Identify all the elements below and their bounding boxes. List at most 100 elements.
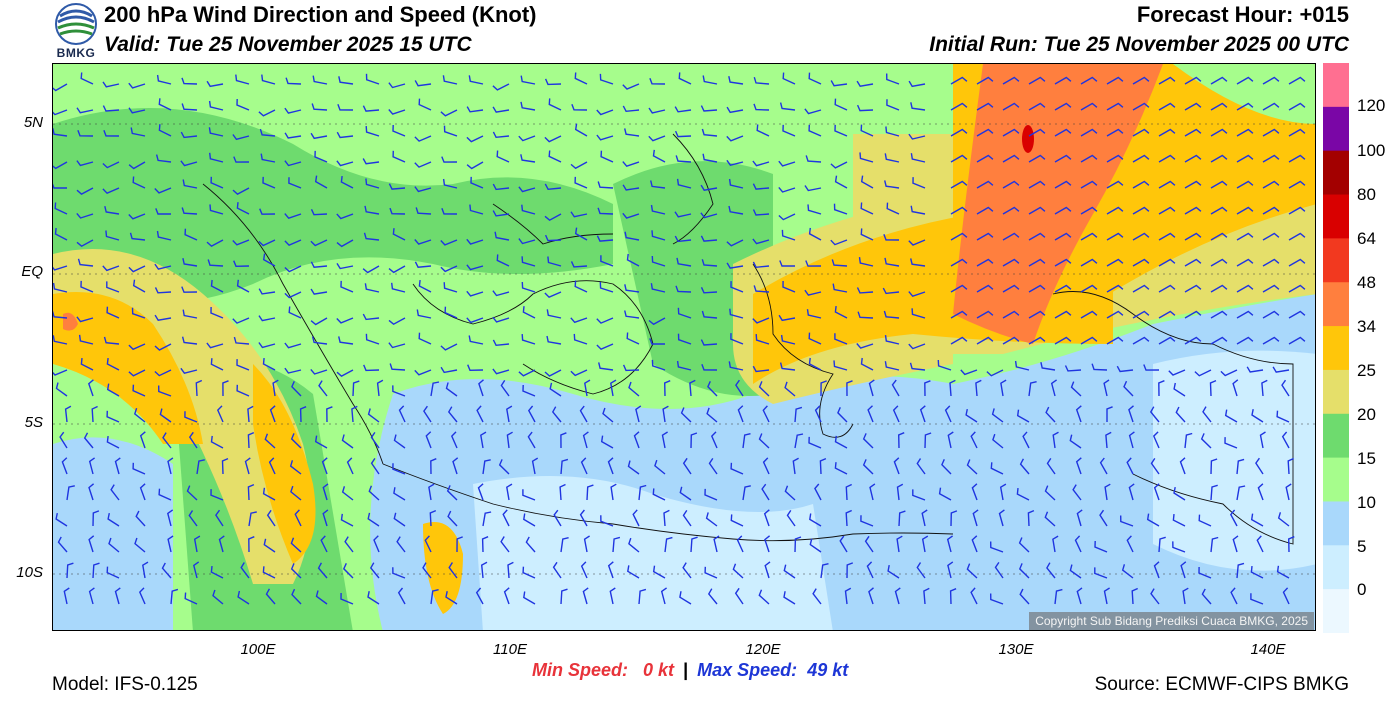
wind-barb bbox=[652, 149, 666, 163]
wind-barb bbox=[1075, 405, 1082, 423]
wind-barb bbox=[135, 510, 146, 527]
wind-barb bbox=[753, 76, 770, 85]
wind-barb bbox=[480, 561, 488, 579]
wind-barb bbox=[552, 561, 562, 579]
wind-barb bbox=[53, 128, 68, 137]
wind-barb bbox=[1052, 431, 1059, 449]
wind-barb bbox=[1184, 154, 1202, 163]
wind-barb bbox=[1080, 154, 1098, 163]
wind-barb bbox=[544, 291, 562, 299]
wind-barb bbox=[351, 405, 358, 423]
colorbar-swatch bbox=[1323, 413, 1349, 459]
wind-barb bbox=[1126, 457, 1134, 475]
wind-barb bbox=[1052, 535, 1059, 553]
wind-barb bbox=[649, 77, 666, 85]
wind-barb bbox=[908, 291, 926, 298]
wind-barb bbox=[64, 405, 72, 423]
wind-barb bbox=[856, 287, 874, 294]
wind-barb bbox=[820, 380, 827, 397]
wind-barb bbox=[1210, 484, 1218, 501]
wind-barb bbox=[1262, 284, 1280, 293]
wind-barb bbox=[710, 431, 718, 449]
wind-barb bbox=[506, 483, 513, 501]
wind-barb bbox=[299, 406, 307, 423]
wind-barb bbox=[949, 379, 956, 397]
wind-barb bbox=[322, 509, 329, 527]
wind-barb bbox=[1236, 154, 1254, 163]
wind-barb bbox=[1106, 102, 1124, 111]
wind-barb bbox=[1106, 310, 1124, 319]
wind-barb bbox=[291, 381, 302, 397]
wind-barb bbox=[886, 73, 900, 85]
wind-barb bbox=[258, 109, 276, 117]
colorbar-label: 64 bbox=[1357, 229, 1376, 248]
wind-barb bbox=[370, 458, 380, 475]
colorbar-label: 20 bbox=[1357, 405, 1376, 424]
wind-barb bbox=[158, 385, 172, 397]
wind-barb bbox=[891, 379, 900, 397]
wind-barb bbox=[1158, 380, 1165, 397]
wind-barb bbox=[570, 161, 588, 170]
wind-barb bbox=[857, 311, 874, 319]
wind-barb bbox=[212, 589, 224, 605]
wind-barb bbox=[209, 152, 224, 163]
wind-barb bbox=[1120, 515, 1134, 527]
wind-barb bbox=[599, 281, 614, 293]
colorbar-swatch bbox=[1323, 545, 1349, 590]
wind-barb bbox=[570, 369, 588, 377]
wind-barb bbox=[860, 228, 874, 241]
wind-barb bbox=[950, 258, 968, 267]
wind-barb bbox=[288, 306, 302, 319]
wind-barb bbox=[1236, 485, 1246, 501]
wind-barb bbox=[138, 587, 146, 605]
wind-barb bbox=[182, 258, 198, 267]
wind-barb bbox=[651, 359, 666, 371]
wind-barb bbox=[310, 132, 328, 140]
wind-barb bbox=[544, 369, 562, 377]
wind-barb bbox=[1104, 483, 1111, 501]
wind-barb bbox=[596, 317, 614, 324]
wind-barb bbox=[232, 187, 250, 195]
wind-barb bbox=[466, 317, 484, 324]
wind-barb bbox=[808, 357, 822, 371]
wind-barb bbox=[1128, 405, 1134, 423]
wind-barb bbox=[311, 336, 328, 345]
wind-barb bbox=[742, 485, 751, 501]
wind-barb bbox=[728, 361, 744, 371]
wind-barb bbox=[106, 306, 120, 319]
wind-barb bbox=[778, 160, 796, 167]
wind-barb bbox=[188, 510, 198, 527]
wind-barb bbox=[1080, 258, 1098, 267]
wind-barb bbox=[651, 230, 666, 241]
wind-barb bbox=[794, 433, 804, 449]
wind-barb bbox=[1184, 284, 1202, 293]
wind-barb bbox=[705, 512, 718, 527]
wind-barb bbox=[1158, 180, 1176, 189]
wind-barb bbox=[522, 306, 536, 319]
wind-barb bbox=[910, 102, 926, 111]
lon-tick-110e: 110E bbox=[493, 641, 527, 658]
colorbar-swatch bbox=[1323, 282, 1349, 327]
wind-barb bbox=[290, 563, 302, 579]
colorbar-label: 25 bbox=[1357, 361, 1376, 380]
wind-barb bbox=[674, 106, 692, 113]
wind-barb bbox=[262, 566, 276, 579]
wind-barb bbox=[622, 161, 640, 168]
wind-barb bbox=[154, 187, 172, 194]
wind-barb bbox=[1072, 484, 1082, 501]
wind-barb bbox=[392, 228, 406, 241]
wind-barb bbox=[1288, 258, 1306, 267]
wind-barb bbox=[1045, 406, 1056, 423]
wind-barb bbox=[1074, 535, 1082, 553]
colorbar-swatch bbox=[1323, 194, 1349, 239]
wind-barb bbox=[114, 457, 121, 475]
wind-barb bbox=[1099, 509, 1108, 527]
wind-barb bbox=[414, 161, 432, 168]
wind-barb bbox=[128, 213, 146, 220]
lat-tick-5s: 5S bbox=[24, 414, 43, 431]
wind-barb bbox=[429, 509, 437, 527]
wind-barb bbox=[830, 161, 848, 169]
wind-barb bbox=[1002, 102, 1020, 111]
wind-barb bbox=[1158, 232, 1176, 241]
wind-barb bbox=[494, 231, 510, 241]
